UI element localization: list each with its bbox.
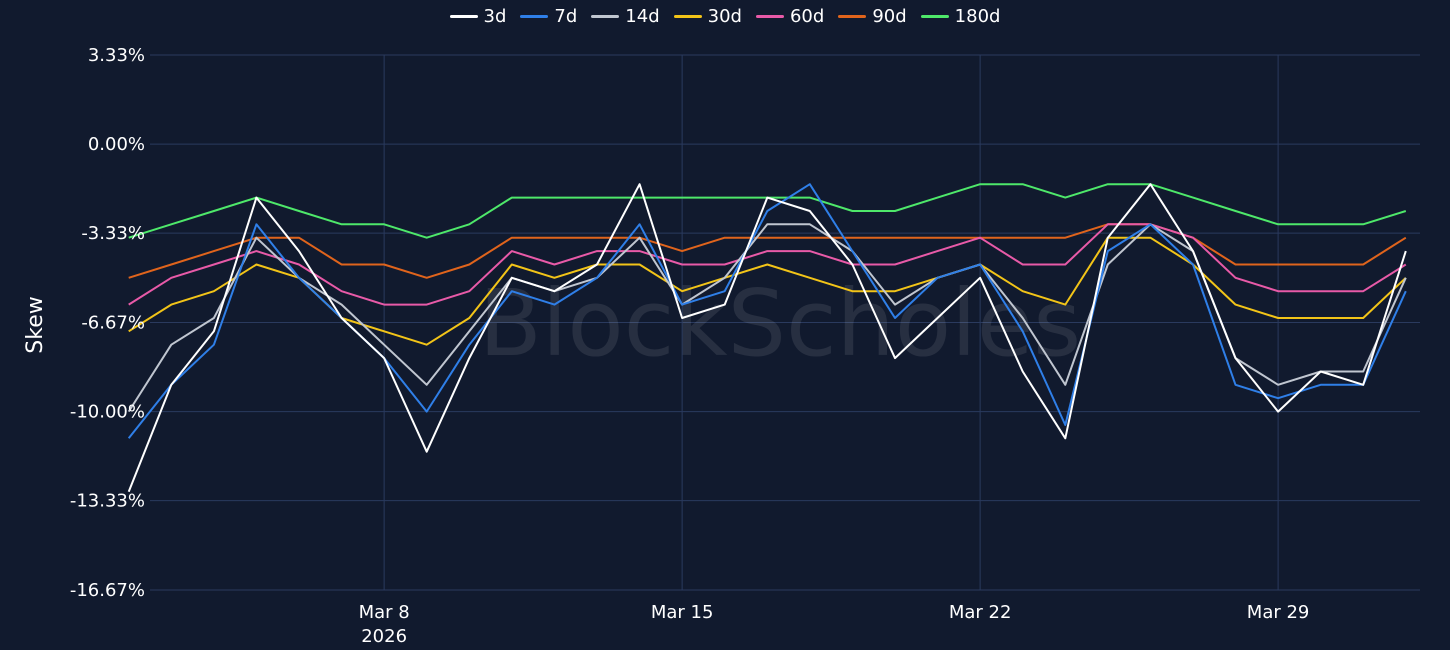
legend-label: 14d [625,6,660,27]
legend-swatch [755,15,784,18]
legend-label: 3d [483,6,507,27]
y-tick-label: 3.33% [88,45,145,66]
y-axis-label: Skew [23,296,48,353]
series-line-60d [128,223,1407,306]
x-tick-label: Mar 22 [949,602,1012,623]
legend-swatch [449,15,478,18]
legend-swatch [520,15,549,18]
legend-item-7d[interactable]: 7d [520,6,577,27]
legend-label: 180d [954,6,1001,27]
x-tick-sublabel: 2026 [361,626,407,647]
y-tick-label: 0.00% [88,134,145,155]
x-tick-label: Mar 8 [359,602,410,623]
x-tick-label: Mar 29 [1247,602,1310,623]
legend-item-3d[interactable]: 3d [449,6,507,27]
x-tick-label: Mar 15 [651,602,714,623]
legend-label: 60d [789,6,825,27]
y-axis-ticks: 3.33% 0.00% -3.33% -6.67% -10.00% -13.33% -16.… [70,45,145,601]
legend-item-30d[interactable]: 30d [673,6,742,27]
legend-item-180d[interactable]: 180d [920,6,1001,27]
legend-item-90d[interactable]: 90d [838,6,907,27]
legend-label: 30d [707,6,742,27]
legend-item-60d[interactable]: 60d [755,6,825,27]
legend-item-14d[interactable]: 14d [591,6,660,27]
series-line-3d [127,183,1407,493]
y-tick-label: -6.67% [81,313,145,334]
y-tick-label: -10.00% [70,402,145,423]
y-tick-label: -16.67% [70,580,145,601]
legend-swatch [673,15,702,18]
x-axis-ticks: Mar 8 2026 Mar 15 Mar 22 Mar 29 [359,602,1310,647]
legend-swatch [838,15,867,18]
series-layer [127,183,1407,493]
grid-lines [150,54,1420,591]
chart-legend: 3d 7d 14d 30d 60d 90d 180d [0,6,1450,27]
legend-swatch [920,15,949,18]
y-tick-label: -13.33% [70,491,145,512]
legend-label: 90d [872,6,907,27]
y-tick-label: -3.33% [81,223,145,244]
legend-label: 7d [554,6,578,27]
legend-swatch [591,15,620,18]
watermark-text: BlockScholes [479,270,1082,377]
